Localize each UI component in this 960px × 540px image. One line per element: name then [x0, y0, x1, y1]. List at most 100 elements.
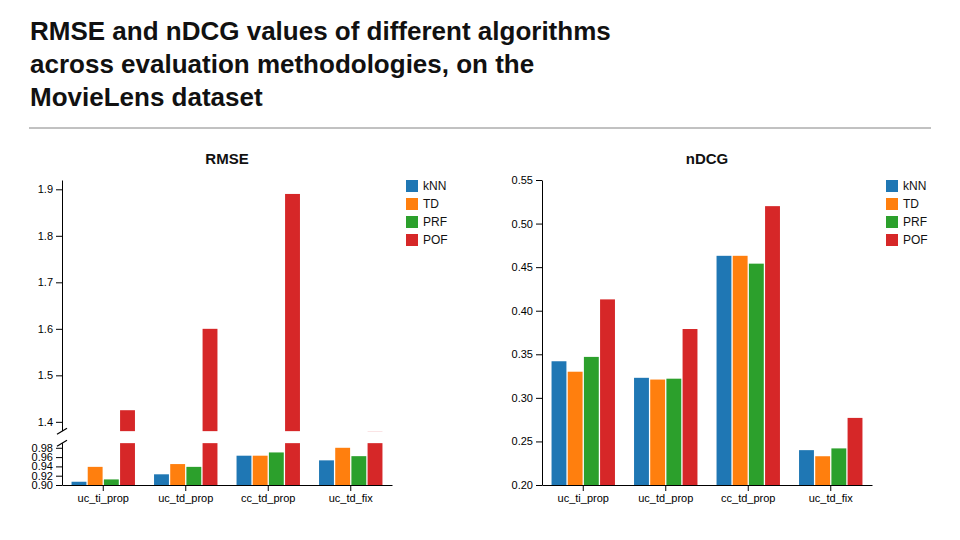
- x-tick-label: cc_td_prop: [721, 492, 775, 504]
- bar: [683, 329, 698, 485]
- y-tick: 0.20: [512, 479, 542, 491]
- x-tick-label: uc_td_fix: [329, 492, 374, 504]
- y-tick: 0.40: [512, 305, 542, 317]
- y-tick-mark: [56, 375, 62, 376]
- y-axis-line: [542, 181, 543, 486]
- y-tick: 1.8: [38, 230, 62, 242]
- bar: [717, 256, 732, 485]
- bar: [154, 474, 169, 485]
- bar: [88, 467, 103, 485]
- figure-title: MovieLens dataset: [30, 82, 263, 112]
- y-tick-label: 0.55: [512, 174, 533, 186]
- y-axis: 0.200.250.300.350.400.450.500.55: [512, 174, 543, 491]
- x-tick-mark: [350, 485, 351, 491]
- y-tick-label: 0.45: [512, 261, 533, 273]
- bar-series: [104, 452, 366, 485]
- x-axis-line: [543, 485, 873, 486]
- y-tick: 0.50: [512, 218, 542, 230]
- bar: [120, 410, 135, 485]
- bar: [552, 361, 567, 485]
- bar-series: [584, 264, 846, 485]
- legend-item: kNN: [886, 179, 926, 193]
- bar: [104, 479, 119, 485]
- y-tick-label: 1.4: [38, 416, 53, 428]
- bars: [552, 206, 863, 485]
- y-tick: 0.55: [512, 174, 542, 186]
- x-tick-mark: [103, 485, 104, 491]
- legend-swatch: [886, 198, 898, 210]
- x-tick-label: uc_ti_prop: [78, 492, 129, 504]
- y-tick-label: 0.25: [512, 435, 533, 447]
- x-tick: uc_ti_prop: [558, 485, 609, 504]
- axis-break-gap: [59, 431, 392, 443]
- y-tick-label: 1.5: [38, 369, 53, 381]
- legend-label: POF: [903, 233, 928, 247]
- figure-title: across evaluation methodologies, on the: [30, 49, 534, 79]
- legend-item: kNN: [406, 179, 446, 193]
- bar-series: [600, 206, 862, 485]
- bar: [799, 450, 814, 485]
- bar-series: [568, 256, 830, 485]
- bar: [650, 380, 665, 485]
- y-tick-label: 1.6: [38, 323, 53, 335]
- x-tick-label: uc_td_prop: [158, 492, 213, 504]
- bar: [600, 299, 615, 485]
- legend-label: TD: [903, 197, 919, 211]
- x-tick: uc_td_prop: [638, 485, 693, 504]
- bar: [335, 448, 350, 485]
- y-tick: 0.45: [512, 261, 542, 273]
- x-tick: uc_ti_prop: [78, 485, 129, 504]
- legend-item: PRF: [406, 215, 447, 229]
- bar: [666, 379, 681, 485]
- bar: [568, 372, 583, 485]
- legend-swatch: [406, 180, 418, 192]
- legend-swatch: [406, 198, 418, 210]
- bar: [237, 456, 252, 485]
- bar: [351, 456, 366, 485]
- figure-title: RMSE and nDCG values of different algori…: [30, 16, 611, 46]
- panel-title: nDCG: [686, 150, 729, 167]
- legend-label: POF: [423, 233, 448, 247]
- bar: [269, 452, 284, 485]
- y-tick-mark: [536, 180, 542, 181]
- bar: [831, 448, 846, 485]
- y-tick: 1.9: [38, 183, 62, 195]
- y-tick-label: 0.30: [512, 392, 533, 404]
- panel: 0.900.920.940.960.981.41.51.61.71.81.9uc…: [32, 150, 448, 504]
- x-axis: uc_ti_prop uc_td_prop cc_td_prop uc_td_fix: [63, 485, 393, 504]
- x-tick-label: cc_td_prop: [241, 492, 295, 504]
- legend-swatch: [406, 216, 418, 228]
- y-tick-label: 1.9: [38, 183, 53, 195]
- separator: [29, 128, 931, 129]
- y-tick: 0.30: [512, 392, 542, 404]
- legend-item: PRF: [886, 215, 927, 229]
- y-tick: 1.4: [38, 416, 62, 428]
- y-tick-mark: [536, 441, 542, 442]
- x-axis-line: [63, 485, 393, 486]
- bar: [186, 467, 201, 485]
- bar: [203, 329, 218, 485]
- y-tick-mark: [56, 282, 62, 283]
- x-tick-mark: [665, 485, 666, 491]
- y-tick-label: 0.40: [512, 305, 533, 317]
- y-tick-label: 1.8: [38, 230, 53, 242]
- y-tick: 0.98: [32, 442, 62, 454]
- panel-title: RMSE: [205, 150, 248, 167]
- x-tick: uc_td_prop: [158, 485, 213, 504]
- y-tick-mark: [56, 329, 62, 330]
- y-tick-mark: [56, 422, 62, 423]
- bar: [319, 460, 334, 485]
- y-tick-mark: [536, 311, 542, 312]
- y-tick-mark: [56, 189, 62, 190]
- legend-swatch: [886, 234, 898, 246]
- x-tick-mark: [185, 485, 186, 491]
- bar: [634, 378, 649, 485]
- y-tick-mark: [56, 466, 62, 467]
- x-tick-label: uc_td_prop: [638, 492, 693, 504]
- x-tick-mark: [268, 485, 269, 491]
- y-axis: 0.900.920.940.960.981.41.51.61.71.81.9: [32, 181, 63, 492]
- x-tick: uc_td_fix: [809, 485, 854, 504]
- x-tick: cc_td_prop: [721, 485, 775, 504]
- legend-label: kNN: [423, 179, 446, 193]
- y-tick: 1.6: [38, 323, 62, 335]
